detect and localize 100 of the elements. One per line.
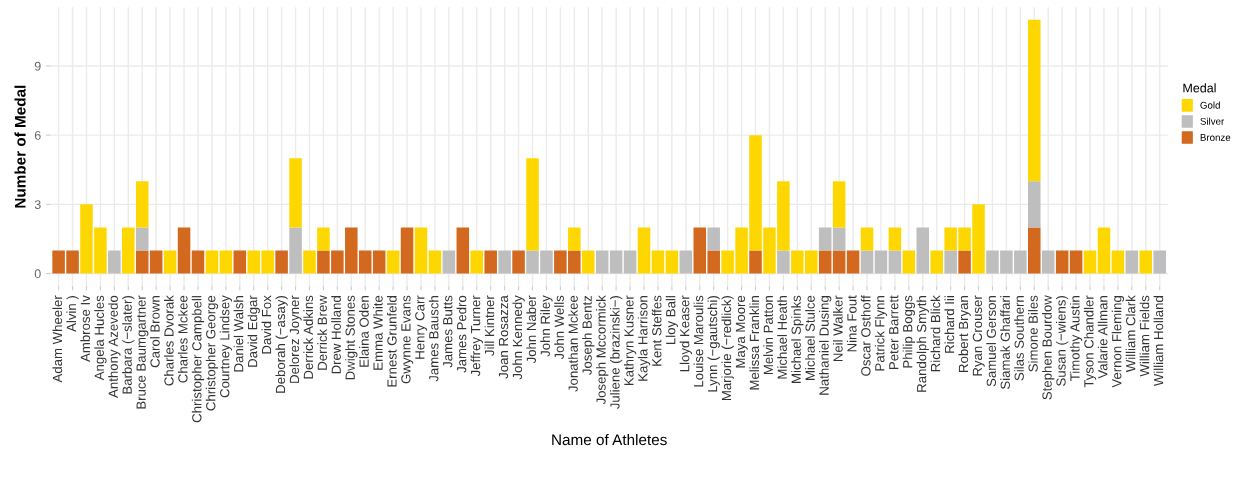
bar xyxy=(568,227,581,251)
x-tick-label: Timothy Austin xyxy=(1069,296,1083,381)
x-tick-label: Valarie Allman xyxy=(1097,296,1108,379)
x-tick-label: Courtney Lindsey xyxy=(219,295,233,398)
legend-title: Medal xyxy=(1183,83,1216,93)
bar xyxy=(1055,250,1069,274)
bar xyxy=(442,250,456,274)
x-tick-label: Michael Stulce xyxy=(805,295,815,380)
x-tick-label: Daniel Walsh xyxy=(233,296,244,372)
bar xyxy=(1125,250,1139,274)
x-tick-label: Kayla Harrison xyxy=(637,296,651,381)
x-tick-label: John Kennedy xyxy=(512,295,525,380)
x-tick-label: Anthony Azevedo xyxy=(108,295,121,398)
y-axis-title: Number of Medal xyxy=(14,85,26,208)
x-tick-label: Philip Boggs xyxy=(902,295,915,368)
x-tick-label: Elaina Oden xyxy=(359,296,369,367)
bar xyxy=(623,250,637,274)
bar xyxy=(177,227,191,274)
bar xyxy=(1153,250,1166,274)
bar xyxy=(1041,250,1055,274)
bar xyxy=(512,250,525,274)
x-tick-label: Jeffrey Turner xyxy=(470,295,483,377)
x-tick-label: Dwight Stones xyxy=(345,295,358,380)
x-tick-label: John Wells xyxy=(554,295,564,360)
x-tick-label: Barbara (−slater) xyxy=(122,296,135,394)
legend-label: Silver xyxy=(1200,117,1225,125)
x-tick-label: Gwynne Evans xyxy=(401,295,414,384)
x-tick-label: William Holland xyxy=(1153,296,1164,387)
bar xyxy=(1111,250,1125,274)
x-tick-label: Bruce Baumgartner xyxy=(136,295,149,409)
x-tick-label: John Riley xyxy=(540,295,553,357)
x-tick-label: Joan Rosazza xyxy=(498,295,509,379)
legend-label: Bronze xyxy=(1200,134,1231,141)
bar xyxy=(1069,250,1083,274)
x-tick-label: Marjorie (−redlick) xyxy=(721,296,734,401)
x-tick-label: Ambrose Iv xyxy=(80,295,91,362)
legend-label: Gold xyxy=(1200,101,1220,109)
y-tick-label: 6 xyxy=(34,130,41,140)
x-tick-label: Richard Iii xyxy=(944,296,955,353)
x-tick-label: Christopher George xyxy=(205,295,219,411)
x-tick-label: Henry Carr xyxy=(415,295,428,359)
x-tick-label: Neil Walker xyxy=(832,295,843,362)
x-tick-label: Silas Southern xyxy=(1014,296,1024,381)
x-tick-label: Adam Wheeler xyxy=(52,295,63,383)
x-tick-label: Tyson Chandler xyxy=(1083,295,1097,388)
bar xyxy=(108,250,121,274)
bar xyxy=(219,250,233,274)
bar xyxy=(665,250,679,274)
bar xyxy=(930,250,943,274)
bar xyxy=(874,250,888,274)
bar xyxy=(289,158,302,228)
x-tick-label: Derrick Brew xyxy=(317,295,327,370)
x-tick-label: Randolph Smyth xyxy=(916,296,929,392)
x-tick-label: Stephen Bourdow xyxy=(1042,295,1055,400)
x-tick-label: Angela Hucles xyxy=(94,295,107,381)
bar xyxy=(275,250,288,274)
x-tick-label: Melvin Patton xyxy=(763,296,773,375)
x-tick-label: Kent Steffes xyxy=(651,295,662,366)
bar xyxy=(386,250,400,274)
bar xyxy=(414,227,428,274)
bar xyxy=(303,250,316,274)
x-tick-label: Lloy Ball xyxy=(665,296,679,345)
bar xyxy=(135,227,149,251)
bar xyxy=(777,250,790,274)
bar xyxy=(818,250,832,274)
x-tick-label: William Clark xyxy=(1125,295,1136,373)
bar xyxy=(818,227,832,251)
x-tick-label: James Bausch xyxy=(428,296,439,382)
bar xyxy=(484,250,497,274)
bar xyxy=(122,227,135,274)
bar xyxy=(860,250,874,274)
bar xyxy=(679,250,693,274)
x-tick-label: Delorez Joyner xyxy=(289,295,302,383)
x-tick-label: Joseph Mccormick xyxy=(596,295,609,405)
bar xyxy=(651,250,665,274)
x-tick-label: Juliene (brazinski−) xyxy=(609,296,623,410)
x-tick-label: Derrick Adkins xyxy=(303,295,314,379)
bar xyxy=(526,158,539,251)
x-tick-label: Samuel Gerson xyxy=(986,296,996,387)
x-tick-label: Vernon Fleming xyxy=(1111,296,1125,388)
x-tick-label: Joseph Bentz xyxy=(582,295,595,375)
bar xyxy=(1028,181,1041,228)
bar xyxy=(400,227,414,274)
bar xyxy=(470,250,484,274)
x-tick-label: Deborah (−asay) xyxy=(275,296,288,393)
x-tick-label: Nathaniel Dusing xyxy=(819,296,832,395)
x-tick-label: Siamak Ghaffari xyxy=(1000,296,1010,389)
x-tick-label: Ryan Crouser xyxy=(972,295,985,376)
x-tick-label: Carol Brown xyxy=(150,296,160,368)
bar xyxy=(888,250,902,274)
x-tick-label: Robert Bryan xyxy=(958,296,971,372)
x-tick-label: Maya Moore xyxy=(735,295,748,368)
bar xyxy=(289,227,302,274)
x-tick-label: Lynn (−gautschi) xyxy=(707,296,720,392)
bar xyxy=(1139,250,1153,274)
x-tick-label: Patrick Flynn xyxy=(874,296,888,371)
x-tick-label: Christopher Campbell xyxy=(191,296,205,423)
bar xyxy=(1028,227,1041,274)
y-tick-label: 3 xyxy=(34,200,41,209)
x-tick-label: Michael Heath xyxy=(777,296,787,379)
